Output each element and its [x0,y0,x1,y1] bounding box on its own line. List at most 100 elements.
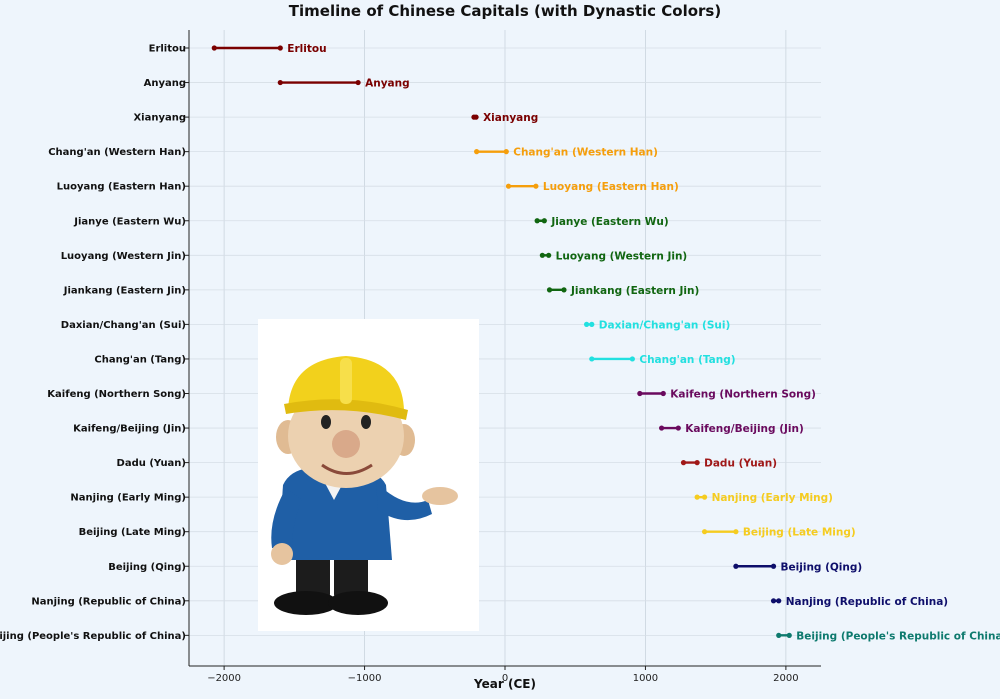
category-label: Daxian/Chang'an (Sui) [61,320,186,331]
category-label: Beijing (People's Republic of China) [0,631,186,642]
timeline-start-point [539,252,545,258]
x-tick-label: 0 [502,673,508,684]
timeline-start-point [546,287,553,293]
worker-smile [321,463,373,475]
worker-left-hand [271,543,293,565]
x-axis-title: Year (CE) [473,677,536,691]
end-label: Erlitou [287,43,326,55]
worker-nose [332,430,360,458]
timeline-start-point [534,218,540,224]
end-label: Jianye (Eastern Wu) [550,216,668,228]
worker-left-arm [271,488,302,550]
category-label: Chang'an (Tang) [94,354,186,365]
end-label: Luoyang (Western Jin) [556,250,688,262]
timeline-end-point [589,321,595,327]
x-tick-label: 2000 [773,673,798,684]
timeline-end-point [561,287,567,293]
timeline-end-point [733,529,739,535]
end-label: Jiankang (Eastern Jin) [570,285,699,297]
category-label: Xianyang [133,113,186,124]
timeline-start-point [694,494,700,500]
category-label: Chang'an (Western Han) [48,147,186,158]
timeline-end-point [355,79,361,86]
timeline-end-point [533,183,539,189]
category-label: Luoyang (Western Jin) [61,251,186,262]
end-label: Nanjing (Republic of China) [786,596,948,608]
end-label: Chang'an (Western Han) [513,147,658,159]
timeline-end-point [701,494,708,500]
x-tick-label: −1000 [348,673,382,684]
worker-helmet-ridge [340,358,352,404]
end-label: Anyang [365,78,410,90]
timeline-end-point [675,425,681,431]
x-ticks: −2000 −1000 0 1000 2000 [185,47,799,684]
end-label: Beijing (Late Ming) [743,527,856,539]
category-label: Dadu (Yuan) [117,458,186,469]
worker-right-eye [361,415,371,429]
worker-right-shoe [328,591,388,615]
timeline-start-point [701,529,708,535]
category-label: Nanjing (Republic of China) [31,596,186,607]
end-label: Beijing (Qing) [781,561,863,573]
timeline-start-point [733,563,739,569]
timeline-end-point [694,460,700,466]
timeline-start-point [474,149,480,155]
timeline-end-point [629,356,635,362]
category-label: Anyang [144,78,186,89]
timeline-end-point [786,632,792,638]
end-label: Chang'an (Tang) [639,354,735,366]
timeline-end-point [473,114,479,120]
timeline-start-point [658,425,665,431]
timeline-start-point [637,390,643,397]
end-label: Daxian/Chang'an (Sui) [599,319,731,331]
timeline-bars [211,45,792,638]
worker-left-leg [296,548,330,600]
category-label: Erlitou [149,44,186,55]
worker-left-eye [321,415,331,429]
end-label: Luoyang (Eastern Han) [543,181,679,193]
chart-title: Timeline of Chinese Capitals (with Dynas… [289,2,721,20]
timeline-end-point [660,390,666,397]
category-label: Kaifeng/Beijing (Jin) [73,424,186,435]
timeline-end-point [770,563,777,569]
end-labels: Erlitou Anyang Xianyang Chang'an (Western H… [287,43,1000,642]
timeline-start-point [505,183,512,189]
timeline-start-point [211,45,217,51]
worker-illustration [258,319,479,631]
category-label: Jiankang (Eastern Jin) [63,285,186,296]
timeline-start-point [770,598,777,604]
end-label: Xianyang [483,112,538,124]
worker-right-hand [422,487,458,505]
worker-shirt [278,468,392,560]
end-label: Beijing (People's Republic of China) [796,630,1000,642]
timeline-start-point [277,79,283,86]
category-labels: Erlitou Anyang Xianyang Chang'an (Western H… [0,44,186,642]
end-label: Kaifeng (Northern Song) [670,389,816,401]
x-tick-label: −2000 [207,673,241,684]
timeline-end-point [546,252,552,258]
end-label: Kaifeng/Beijing (Jin) [685,423,803,435]
category-label: Luoyang (Eastern Han) [57,182,186,193]
category-label: Nanjing (Early Ming) [70,493,186,504]
timeline-start-point [589,356,595,362]
category-label: Kaifeng (Northern Song) [47,389,186,400]
worker-left-shoe [274,591,338,615]
category-label: Beijing (Late Ming) [79,527,186,538]
timeline-end-point [541,218,547,224]
category-label: Jianye (Eastern Wu) [73,216,186,227]
x-tick-label: 1000 [633,673,658,684]
end-label: Dadu (Yuan) [704,458,777,470]
timeline-end-point [277,45,283,51]
worker-right-arm [376,482,432,521]
timeline-end-point [503,149,509,155]
timeline-start-point [776,632,782,638]
end-label: Nanjing (Early Ming) [712,492,833,504]
timeline-end-point [776,598,782,604]
category-label: Beijing (Qing) [108,562,186,573]
worker-helmet-brim [284,399,408,420]
timeline-start-point [583,321,590,327]
timeline-start-point [680,460,687,466]
worker-right-leg [334,548,368,600]
